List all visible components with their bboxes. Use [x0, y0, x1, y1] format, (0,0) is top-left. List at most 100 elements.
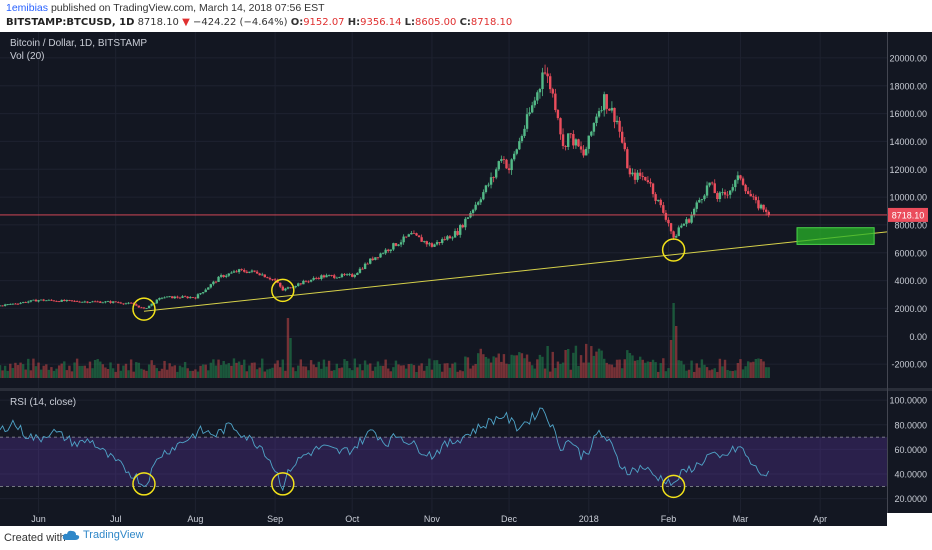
volume-bar [374, 366, 377, 378]
candle-body [186, 296, 189, 299]
candle-body [294, 285, 297, 288]
candle-body [83, 301, 87, 303]
volume-bar [384, 359, 387, 378]
candle-body [726, 194, 729, 196]
candle-body [687, 219, 691, 223]
price-scale[interactable] [887, 32, 932, 513]
price-highlight-circle[interactable] [132, 297, 156, 321]
volume-bar [217, 359, 220, 378]
volume-bar [430, 369, 434, 378]
volume-bar [178, 365, 182, 378]
volume-bar [302, 366, 305, 378]
rsi-highlight-circle[interactable] [661, 474, 686, 499]
volume-bar [122, 365, 125, 378]
ohlc-line: BITSTAMP:BTCUSD, 1D 8718.10 ▼ −424.22 (−… [6, 17, 512, 28]
candle-body [286, 287, 290, 289]
price-pane-title: Bitcoin / Dollar, 1D, BITSTAMP [10, 38, 147, 49]
volume-bar [361, 370, 364, 378]
volume-bar [263, 371, 267, 378]
volume-bar [500, 361, 503, 378]
candle-body [284, 288, 287, 291]
candle-body [633, 172, 637, 180]
candle-body [315, 277, 318, 279]
volume-bar [646, 361, 650, 378]
volume-bar [34, 366, 38, 378]
volume-bar [19, 362, 22, 378]
volume-bar [718, 358, 722, 378]
candle-body [140, 307, 143, 309]
candle-body [767, 211, 770, 215]
candle-body [363, 263, 367, 269]
volume-bar [111, 368, 115, 378]
candle-body [189, 297, 192, 299]
candle-body [137, 305, 141, 308]
candle-body [620, 131, 624, 143]
volume-bar [322, 359, 326, 378]
volume-bar [515, 355, 518, 378]
candle-body [55, 301, 58, 302]
candle-body [199, 293, 202, 295]
rsi-tick-label: 60.0000 [894, 445, 927, 455]
volume-bar [29, 370, 33, 378]
volume-bar [140, 368, 143, 378]
chart-area[interactable]: 8718.10 20000.00 18000.00 16000.00 14000.00… [0, 32, 932, 526]
candle-body [34, 299, 38, 302]
volume-label: Vol (20) [10, 51, 44, 62]
candle-body [16, 303, 20, 305]
rsi-pane[interactable] [0, 391, 887, 513]
volume-bar [153, 365, 156, 378]
volume-bar [165, 369, 169, 378]
candle-body [502, 159, 506, 160]
volume-bar [662, 358, 665, 378]
candle-body [759, 204, 763, 209]
volume-bar [641, 359, 644, 378]
candle-body [752, 196, 755, 198]
volume-bar [176, 371, 179, 378]
volume-bar [150, 360, 153, 378]
price-highlight-circle[interactable] [661, 238, 686, 262]
volume-bar [757, 358, 760, 378]
candle-body [453, 231, 457, 238]
author-link[interactable]: 1emibias [6, 2, 49, 14]
volume-bar [764, 367, 768, 378]
time-scale[interactable] [0, 513, 887, 526]
support-trendline[interactable] [143, 231, 888, 312]
volume-bar [209, 362, 213, 378]
candle-body [474, 204, 477, 210]
volume-bar [734, 370, 737, 378]
rsi-highlight-circle[interactable] [132, 472, 156, 496]
volume-bar [394, 360, 398, 378]
tradingview-brand[interactable]: TradingView [62, 529, 144, 541]
volume-bar [127, 370, 130, 378]
target-zone[interactable] [796, 227, 875, 245]
price-pane[interactable] [0, 32, 887, 388]
candle-body [14, 303, 17, 305]
candle-body [510, 159, 513, 171]
volume-bar [746, 361, 750, 378]
volume-bar [484, 356, 488, 378]
candle-body [330, 275, 333, 276]
candle-body [63, 299, 66, 302]
rsi-highlight-circle[interactable] [271, 472, 295, 496]
candle-body [441, 239, 444, 243]
candle-body [394, 243, 398, 246]
volume-bar [230, 365, 233, 378]
volume-bar [597, 348, 601, 378]
candle-body [482, 192, 485, 200]
candle-body [204, 289, 207, 293]
volume-bar [37, 362, 40, 378]
candle-body [546, 73, 549, 77]
volume-bar [507, 364, 511, 378]
volume-bar [739, 359, 742, 378]
candle-body [376, 257, 380, 259]
candle-body [88, 302, 92, 304]
volume-bar [173, 365, 177, 378]
volume-bar [142, 369, 146, 378]
candle-body [685, 219, 688, 224]
price-highlight-circle[interactable] [271, 278, 295, 303]
volume-bar [333, 370, 336, 378]
candle-body [250, 270, 254, 272]
candle-body [397, 244, 400, 246]
footer: Created with TradingView [0, 526, 932, 550]
volume-bar [423, 370, 426, 378]
